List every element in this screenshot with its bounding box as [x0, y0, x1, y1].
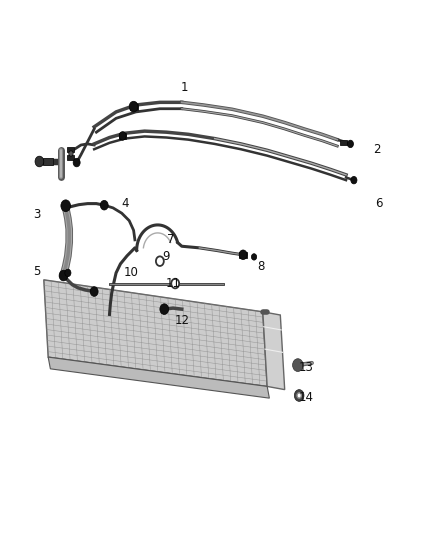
Circle shape [129, 101, 138, 112]
Polygon shape [48, 357, 269, 398]
Text: 4: 4 [121, 197, 129, 210]
Text: 5: 5 [34, 265, 41, 278]
Circle shape [251, 254, 257, 260]
Circle shape [69, 151, 73, 156]
Text: 11: 11 [166, 277, 180, 290]
Bar [239, 252, 247, 257]
Bar [43, 158, 53, 165]
Bar [119, 133, 126, 139]
Circle shape [351, 176, 357, 184]
Circle shape [297, 393, 301, 398]
Polygon shape [44, 280, 267, 386]
Text: 1: 1 [180, 82, 188, 94]
Circle shape [156, 256, 164, 266]
Circle shape [171, 279, 179, 288]
Circle shape [73, 158, 80, 167]
Text: 7: 7 [167, 233, 175, 246]
Circle shape [119, 132, 126, 140]
Text: 6: 6 [375, 197, 383, 210]
Text: 8: 8 [257, 260, 264, 273]
Text: 2: 2 [373, 143, 381, 156]
Text: 9: 9 [162, 251, 170, 263]
Circle shape [65, 269, 71, 277]
Bar [67, 147, 74, 152]
Circle shape [100, 200, 108, 210]
Text: 12: 12 [174, 314, 189, 327]
Circle shape [61, 200, 71, 212]
Circle shape [239, 250, 247, 260]
Text: 13: 13 [299, 361, 314, 374]
Text: 14: 14 [299, 391, 314, 403]
Circle shape [160, 304, 169, 314]
Circle shape [347, 140, 353, 148]
Bar [340, 140, 347, 145]
Bar [67, 155, 74, 160]
Text: 3: 3 [34, 208, 41, 221]
Circle shape [294, 390, 304, 401]
Circle shape [35, 156, 44, 167]
Text: 10: 10 [124, 266, 139, 279]
Circle shape [293, 359, 303, 372]
Polygon shape [263, 312, 285, 390]
Bar [130, 103, 138, 109]
Circle shape [90, 287, 98, 296]
Circle shape [59, 270, 68, 281]
